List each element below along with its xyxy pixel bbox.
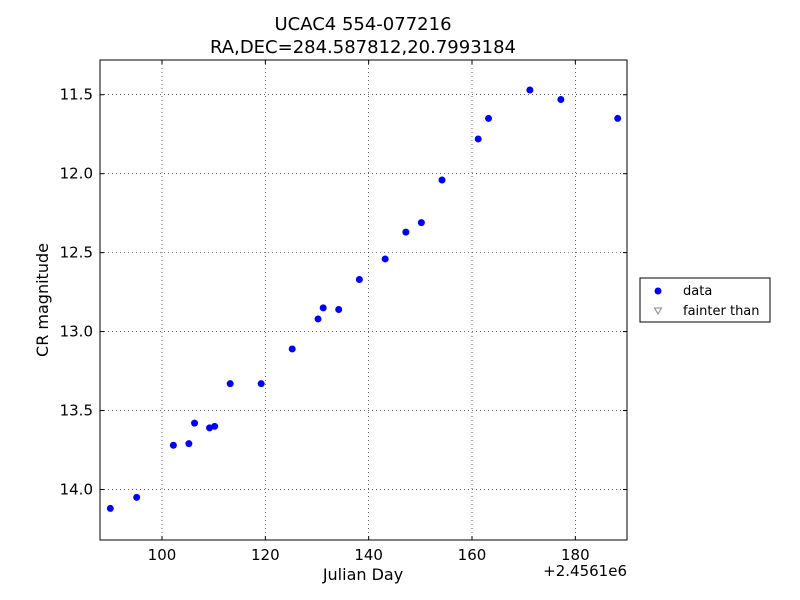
data-point — [485, 114, 493, 122]
x-tick-label: 100 — [148, 546, 177, 564]
plot-frame — [99, 59, 628, 541]
data-point — [169, 441, 177, 449]
chart-title: UCAC4 554-077216 — [274, 14, 451, 35]
data-point — [319, 304, 327, 312]
data-point — [211, 422, 219, 430]
x-tick-label: 120 — [251, 546, 280, 564]
x-offset-label: +2.4561e6 — [543, 562, 627, 580]
data-point — [614, 114, 622, 122]
data-point — [474, 135, 482, 143]
data-point — [557, 95, 565, 103]
data-point — [355, 275, 363, 283]
data-point — [191, 419, 199, 427]
y-axis-label: CR magnitude — [33, 243, 52, 357]
plot-area — [100, 60, 627, 540]
data-point — [402, 228, 410, 236]
data-point — [438, 176, 446, 184]
data-point — [417, 219, 425, 227]
y-tick-label: 11.5 — [60, 86, 93, 104]
legend-label-data: data — [683, 284, 712, 299]
chart-subtitle: RA,DEC=284.587812,20.7993184 — [210, 37, 516, 58]
data-point — [257, 380, 265, 388]
data-point — [335, 305, 343, 313]
legend-label-fainter: fainter than — [683, 304, 760, 319]
data-point — [314, 315, 322, 323]
data-point — [133, 493, 141, 501]
grid-lines — [100, 60, 627, 540]
axis-ticks: 100 120 140 160 180 11.5 12.0 12.5 13.0 13.5 14.0 — [60, 60, 627, 564]
y-tick-label: 14.0 — [60, 480, 93, 498]
y-tick-label: 12.0 — [60, 165, 93, 183]
data-point — [381, 255, 389, 263]
y-tick-label: 12.5 — [60, 244, 93, 262]
x-tick-label: 180 — [561, 546, 590, 564]
legend-marker-fainter — [653, 307, 663, 315]
data-point — [226, 380, 234, 388]
data-point — [106, 504, 114, 512]
data-point — [288, 345, 296, 353]
x-axis-label: Julian Day — [322, 565, 403, 584]
y-tick-label: 13.0 — [60, 323, 93, 341]
data-points — [106, 86, 622, 512]
data-point — [185, 440, 193, 448]
y-tick-label: 13.5 — [60, 402, 93, 420]
legend: data fainter than — [639, 277, 771, 323]
legend-box — [639, 277, 771, 323]
x-tick-label: 140 — [354, 546, 383, 564]
data-point — [526, 86, 534, 94]
x-tick-label: 160 — [458, 546, 487, 564]
legend-marker-data — [654, 287, 662, 295]
